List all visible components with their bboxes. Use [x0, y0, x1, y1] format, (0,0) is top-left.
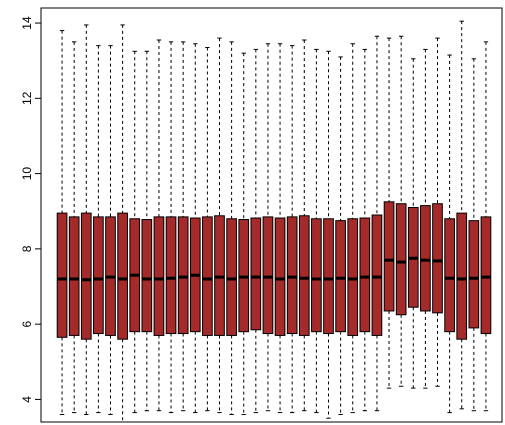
box-body: [68, 216, 80, 336]
box-body: [202, 216, 213, 336]
box-body: [165, 216, 177, 335]
box-16: [238, 52, 250, 415]
box-23: [323, 50, 334, 419]
box-body: [56, 212, 68, 338]
box-30: [407, 58, 419, 389]
box-body: [468, 220, 480, 329]
box-body: [80, 212, 92, 340]
box-body: [250, 217, 262, 331]
box-body: [420, 205, 431, 312]
box-12: [189, 43, 201, 414]
box-body: [347, 218, 359, 336]
box-29: [395, 35, 407, 387]
box-34: [456, 20, 468, 410]
box-body: [444, 218, 455, 333]
box-body: [311, 218, 322, 333]
box-10: [165, 41, 177, 414]
box-13: [202, 47, 213, 412]
box-22: [311, 48, 322, 414]
box-35: [468, 58, 480, 412]
box-body: [238, 219, 250, 333]
box-body: [286, 216, 298, 335]
box-body: [383, 201, 395, 312]
y-tick-label: 12: [20, 91, 34, 105]
box-body: [274, 217, 286, 336]
box-17: [250, 48, 262, 414]
box-body: [480, 216, 492, 335]
box-14: [214, 37, 225, 414]
box-body: [432, 203, 443, 314]
box-3: [80, 24, 92, 415]
box-27: [371, 35, 383, 412]
box-body: [395, 203, 407, 316]
box-body: [226, 218, 237, 336]
box-body: [323, 218, 334, 335]
box-21: [298, 39, 310, 412]
y-tick-label: 4: [20, 396, 34, 403]
y-tick-label: 8: [20, 245, 34, 252]
box-32: [432, 37, 443, 387]
box-19: [274, 43, 286, 414]
y-axis: 4 6 8 10 12 14: [20, 16, 41, 403]
box-body: [456, 212, 468, 340]
box-body: [335, 220, 346, 333]
box-9: [153, 39, 165, 412]
box-body: [359, 217, 371, 333]
box-body: [371, 214, 383, 336]
box-8: [141, 50, 153, 412]
box-body: [153, 216, 165, 336]
box-body: [214, 215, 225, 336]
box-18: [262, 43, 274, 412]
box-series: [56, 20, 492, 423]
box-1: [56, 30, 68, 415]
box-body: [177, 216, 189, 335]
box-body: [298, 215, 310, 336]
box-31: [420, 48, 431, 389]
box-body: [262, 216, 274, 335]
box-body: [141, 219, 153, 333]
box-24: [335, 56, 346, 415]
box-4: [93, 45, 104, 414]
box-11: [177, 41, 189, 412]
box-33: [444, 54, 455, 414]
box-7: [129, 50, 141, 414]
box-28: [383, 37, 395, 389]
y-tick-label: 6: [20, 320, 34, 327]
box-26: [359, 48, 371, 412]
box-body: [117, 212, 128, 340]
box-20: [286, 45, 298, 414]
box-6: [117, 24, 128, 423]
box-2: [68, 41, 80, 414]
y-tick-label: 14: [20, 16, 34, 30]
box-36: [480, 41, 492, 412]
box-25: [347, 43, 359, 414]
y-tick-label: 10: [20, 167, 34, 181]
box-body: [93, 216, 104, 335]
box-15: [226, 41, 237, 415]
plot-frame: [40, 7, 503, 423]
box-5: [105, 45, 116, 415]
